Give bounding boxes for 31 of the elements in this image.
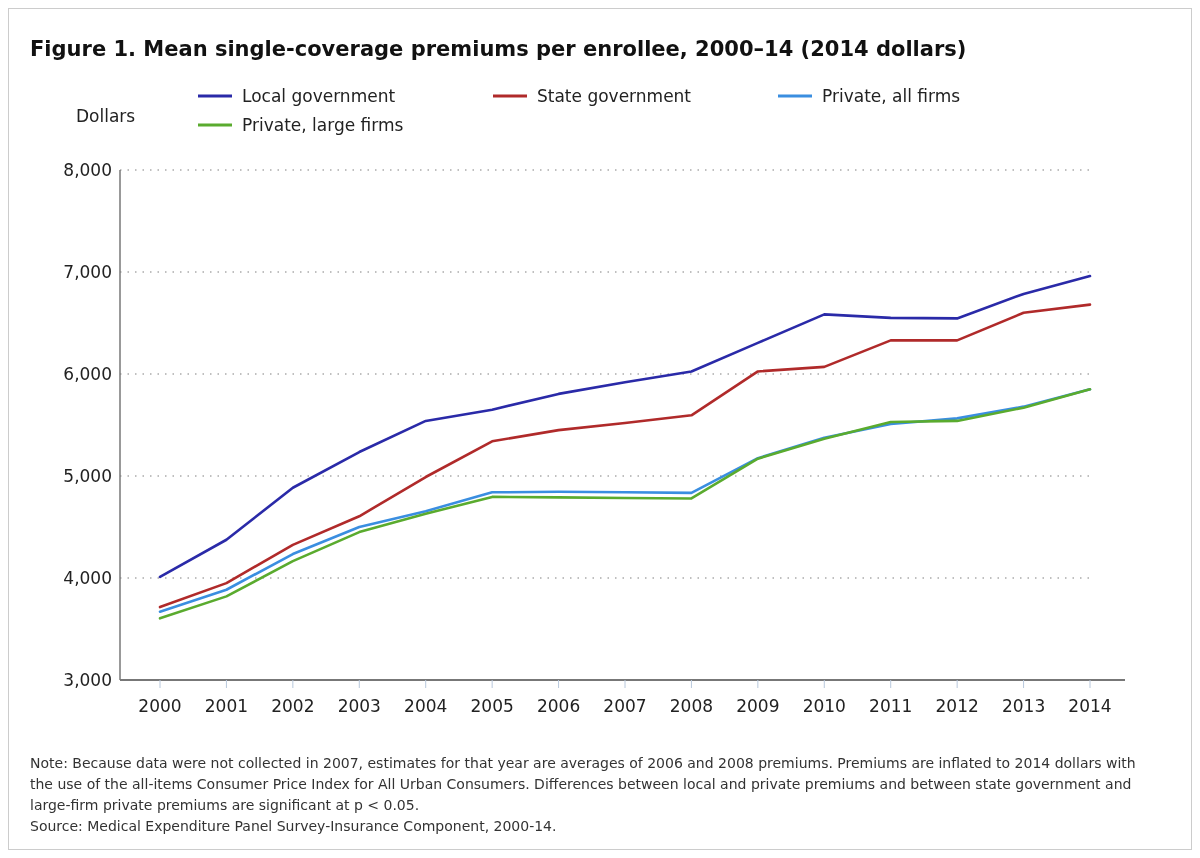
source-note: Source: Medical Expenditure Panel Survey-Insurance Component, 2000-14. — [30, 818, 557, 834]
x-tick-label: 2014 — [1068, 696, 1112, 716]
y-tick-label: 5,000 — [63, 466, 112, 486]
legend-label: State government — [537, 86, 692, 106]
line-series — [158, 274, 1092, 579]
x-tick-label: 2003 — [337, 696, 381, 716]
x-tick-label: 2000 — [138, 696, 182, 716]
chart-title: Figure 1. Mean single-coverage premiums per enrollee, 2000–14 (2014 dollars) — [30, 37, 967, 61]
x-tick-label: 2005 — [470, 696, 514, 716]
x-tick-label: 2001 — [204, 696, 249, 716]
x-tick-label: 2013 — [1001, 696, 1046, 716]
x-tick-label: 2011 — [869, 696, 913, 716]
x-tick-label: 2012 — [935, 696, 979, 716]
x-tick-label: 2010 — [802, 696, 846, 716]
x-tick-label: 2006 — [536, 696, 581, 716]
legend-label: Private, all firms — [822, 86, 961, 106]
x-tick-label: 2007 — [603, 696, 647, 716]
x-tick-label: 2009 — [736, 696, 780, 716]
y-axis-title: Dollars — [76, 106, 136, 126]
line-series — [158, 303, 1092, 609]
legend-label: Private, large firms — [242, 115, 404, 135]
text: Note: Because data were not collected in 2007, estimates for that year are averages of 2006 and 2008 premiums. Premiums are inflated to 2014 dollars with the use of the all-items Consumer Price Index for All Urban Consumers. Differences between local and private premiums and between state government and large-firm private premiums are significant at p < 0.05. — [30, 755, 1136, 813]
y-tick-label: 8,000 — [63, 160, 112, 180]
x-tick-label: 2004 — [404, 696, 448, 716]
x-tick-label: 2008 — [669, 696, 714, 716]
y-tick-label: 3,000 — [63, 670, 112, 690]
x-tick-label: 2002 — [271, 696, 315, 716]
y-tick-label: 7,000 — [63, 262, 112, 282]
y-tick-label: 6,000 — [63, 364, 112, 384]
legend-label: Local government — [242, 86, 396, 106]
y-tick-label: 4,000 — [63, 568, 112, 588]
